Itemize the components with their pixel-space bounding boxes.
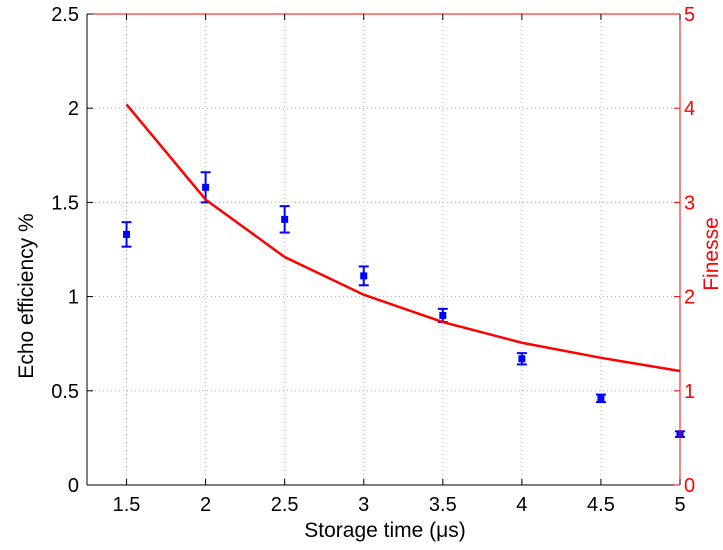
y2-tick-label: 3 — [684, 192, 695, 214]
data-point — [202, 183, 210, 191]
y-tick-label: 1.5 — [51, 192, 79, 214]
data-point — [281, 215, 289, 223]
x-tick-label: 4.5 — [587, 494, 615, 516]
y-tick-label: 2.5 — [51, 4, 79, 26]
x-tick-label: 5 — [674, 494, 685, 516]
data-point — [518, 355, 526, 363]
finesse-line — [125, 103, 681, 373]
y-tick-label: 0.5 — [51, 381, 79, 403]
axes-frame — [86, 13, 681, 486]
y2-tick-label: 4 — [684, 98, 695, 120]
x-axis-label: Storage time (μs) — [304, 519, 465, 542]
plot-series — [121, 103, 685, 438]
x-tick-label: 2 — [200, 494, 211, 516]
x-tick-label: 1.5 — [113, 494, 141, 516]
y-tick-label: 2 — [68, 98, 79, 120]
y-tick-label: 0 — [68, 475, 79, 497]
grid-lines — [87, 14, 680, 485]
x-tick-label: 3.5 — [429, 494, 457, 516]
y2-axis-label: Finesse — [700, 217, 723, 291]
y2-tick-label: 2 — [684, 287, 695, 309]
data-point — [439, 311, 447, 319]
y2-tick-label: 5 — [684, 4, 695, 26]
y-axis-label: Echo efficiency % — [15, 213, 38, 378]
y-tick-label: 1 — [68, 287, 79, 309]
x-tick-label: 2.5 — [271, 494, 299, 516]
data-point — [360, 272, 368, 280]
y2-tick-label: 1 — [684, 381, 695, 403]
y2-tick-label: 0 — [684, 475, 695, 497]
data-point — [597, 394, 605, 402]
data-point — [123, 230, 131, 238]
x-tick-label: 4 — [516, 494, 527, 516]
x-tick-label: 3 — [358, 494, 369, 516]
